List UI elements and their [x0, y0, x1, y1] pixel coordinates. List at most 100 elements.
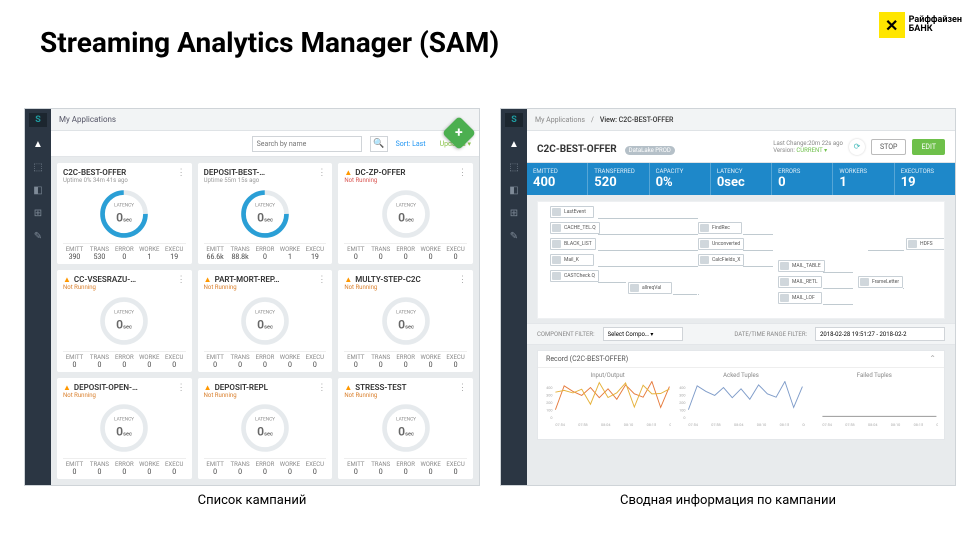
breadcrumb: My Applications / View: C2C-BEST-OFFER: [527, 109, 955, 131]
campaign-card[interactable]: ▲MULTY-STEP-C2C Not Running ⋮ LATENCY 0s…: [338, 270, 473, 371]
svg-text:08:20: 08:20: [669, 422, 671, 427]
metric-emitted: Emitted400: [527, 163, 588, 195]
card-subtitle: Not Running: [344, 392, 467, 399]
version-dropdown[interactable]: CURRENT ▾: [796, 147, 827, 154]
edit-button[interactable]: EDIT: [912, 139, 945, 155]
topology-node[interactable]: FrameLetter: [858, 276, 903, 288]
svg-text:LATENCY: LATENCY: [396, 417, 416, 423]
campaign-card[interactable]: DEPOSIT-BEST-… Uptime 55m 15s ago ⋮ LATE…: [198, 163, 333, 264]
nav-icon-3[interactable]: ◧: [508, 184, 520, 196]
topology-node[interactable]: MAIL_LOF: [778, 292, 822, 304]
card-menu-icon[interactable]: ⋮: [177, 168, 186, 178]
slide-title: Streaming Analytics Manager (SAM): [40, 26, 499, 59]
campaign-card[interactable]: ▲CC-VSESRAZU-… Not Running ⋮ LATENCY 0se…: [57, 270, 192, 371]
svg-text:LATENCY: LATENCY: [255, 417, 275, 423]
card-stats: EMITT0TRANS0ERROR0WORKE0EXECU0: [63, 458, 186, 476]
card-title: DEPOSIT-BEST-…: [204, 168, 327, 177]
svg-text:LATENCY: LATENCY: [396, 310, 416, 316]
warning-icon: ▲: [344, 383, 352, 392]
card-menu-icon[interactable]: ⋮: [317, 383, 326, 393]
card-subtitle: Not Running: [204, 392, 327, 399]
app-logo[interactable]: S: [29, 113, 47, 127]
mini-chart: Acked Tuples010020030040050007:5407:5808…: [677, 372, 804, 433]
nav-icon-4[interactable]: ⊞: [508, 207, 520, 219]
svg-text:LATENCY: LATENCY: [114, 417, 134, 423]
topology-node[interactable]: MAIL_RETL: [778, 276, 822, 288]
topology-node[interactable]: CalcFields_X: [698, 254, 744, 266]
card-stats: EMITT0TRANS0ERROR0WORKE0EXECU0: [204, 351, 327, 369]
topology-node[interactable]: allreqVal: [628, 282, 672, 294]
svg-text:08:10: 08:10: [757, 422, 766, 427]
topology-node[interactable]: Mail_K: [550, 254, 594, 266]
nav-icon-2[interactable]: ⬚: [32, 161, 44, 173]
card-menu-icon[interactable]: ⋮: [458, 275, 467, 285]
campaign-list-panel: S ▲ ⬚ ◧ ⊞ ✎ My Applications 🔍 Sort: Last…: [24, 108, 480, 486]
crumb-root[interactable]: My Applications: [535, 116, 585, 124]
latency-gauge: LATENCY 0sec: [344, 291, 467, 350]
metric-workers: Workers1: [833, 163, 894, 195]
topology-node[interactable]: MAIL_TABLE: [778, 260, 825, 272]
refresh-icon[interactable]: ⟳: [849, 139, 865, 155]
nav-icon-5[interactable]: ✎: [32, 230, 44, 242]
record-section: Record (C2C-BEST-OFFER) Input/Output0100…: [537, 350, 945, 440]
search-button[interactable]: 🔍: [370, 136, 388, 152]
card-menu-icon[interactable]: ⋮: [177, 275, 186, 285]
card-subtitle: Uptime 0% 34m 41s ago: [63, 177, 186, 184]
metric-capacity: Capacity0%: [650, 163, 711, 195]
nav-icon-3[interactable]: ◧: [32, 184, 44, 196]
campaign-card[interactable]: ▲DEPOSIT-REPL Not Running ⋮ LATENCY 0sec…: [198, 378, 333, 479]
svg-text:08:15: 08:15: [913, 422, 922, 427]
topology-node[interactable]: BLACK_LIST: [550, 238, 596, 250]
card-menu-icon[interactable]: ⋮: [317, 168, 326, 178]
topology-node[interactable]: FindRec: [698, 222, 742, 234]
nav-icon-1[interactable]: ▲: [32, 138, 44, 150]
latency-gauge: LATENCY 0sec: [63, 399, 186, 458]
svg-text:07:54: 07:54: [689, 422, 699, 427]
latency-gauge: LATENCY 0sec: [344, 184, 467, 243]
topology-canvas[interactable]: LastEvent CACHE_TEL.Q BLACK_LIST Mail_K CAST…: [537, 201, 945, 319]
nav-icon-4[interactable]: ⊞: [32, 207, 44, 219]
nav-icon-5[interactable]: ✎: [508, 230, 520, 242]
topology-node[interactable]: CASTCheck.Q: [550, 270, 599, 282]
topology-node[interactable]: LastEvent: [550, 206, 594, 218]
campaign-card[interactable]: ▲PART-MORT-REP… Not Running ⋮ LATENCY 0s…: [198, 270, 333, 371]
topology-node[interactable]: HDFS: [906, 238, 945, 250]
metrics-bar: Emitted400Transferred520Capacity0%Latenc…: [527, 163, 955, 195]
topology-node[interactable]: Unconverted: [698, 238, 744, 250]
record-header[interactable]: Record (C2C-BEST-OFFER): [538, 351, 944, 368]
range-filter[interactable]: [815, 327, 945, 341]
latency-gauge: LATENCY 0sec: [63, 291, 186, 350]
card-stats: EMITT0TRANS0ERROR0WORKE0EXECU0: [344, 458, 467, 476]
stop-button[interactable]: STOP: [871, 139, 906, 155]
sort-label[interactable]: Sort: Last: [396, 140, 426, 148]
component-filter[interactable]: [603, 327, 683, 341]
latency-gauge: LATENCY 0sec: [204, 184, 327, 243]
svg-text:08:04: 08:04: [601, 422, 611, 427]
svg-text:07:58: 07:58: [578, 422, 587, 427]
mini-chart: Input/Output010020030040050007:5407:5808…: [544, 372, 671, 433]
svg-text:0sec: 0sec: [116, 317, 132, 331]
nav-icon-2[interactable]: ⬚: [508, 161, 520, 173]
svg-text:100: 100: [546, 408, 552, 413]
app-logo[interactable]: S: [505, 113, 523, 127]
card-menu-icon[interactable]: ⋮: [317, 275, 326, 285]
metric-executors: Executors19: [895, 163, 955, 195]
card-stats: EMITT66.6kTRANS88.8kERROR0WORKE1EXECU19: [204, 243, 327, 261]
card-title: ▲CC-VSESRAZU-…: [63, 275, 186, 284]
title-bar: C2C-BEST-OFFER DataLake PROD Last Change…: [527, 131, 955, 163]
campaign-card[interactable]: C2C-BEST-OFFER Uptime 0% 34m 41s ago ⋮ L…: [57, 163, 192, 264]
topology-node[interactable]: CACHE_TEL.Q: [550, 222, 600, 234]
card-stats: EMITT0TRANS0ERROR0WORKE0EXECU0: [204, 458, 327, 476]
card-menu-icon[interactable]: ⋮: [458, 168, 467, 178]
campaign-card[interactable]: ▲DEPOSIT-OPEN-… Not Running ⋮ LATENCY 0s…: [57, 378, 192, 479]
search-input[interactable]: [252, 136, 362, 152]
svg-text:07:58: 07:58: [845, 422, 854, 427]
campaign-card[interactable]: ▲DC-ZP-OFFER Not Running ⋮ LATENCY 0sec …: [338, 163, 473, 264]
campaign-card[interactable]: ▲STRESS-TEST Not Running ⋮ LATENCY 0sec …: [338, 378, 473, 479]
left-sidebar: S ▲ ⬚ ◧ ⊞ ✎: [25, 109, 51, 485]
card-title: ▲MULTY-STEP-C2C: [344, 275, 467, 284]
warning-icon: ▲: [204, 275, 212, 284]
nav-icon-1[interactable]: ▲: [508, 138, 520, 150]
card-menu-icon[interactable]: ⋮: [177, 383, 186, 393]
card-menu-icon[interactable]: ⋮: [458, 383, 467, 393]
